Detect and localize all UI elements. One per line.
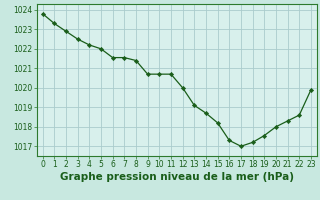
X-axis label: Graphe pression niveau de la mer (hPa): Graphe pression niveau de la mer (hPa) <box>60 172 294 182</box>
